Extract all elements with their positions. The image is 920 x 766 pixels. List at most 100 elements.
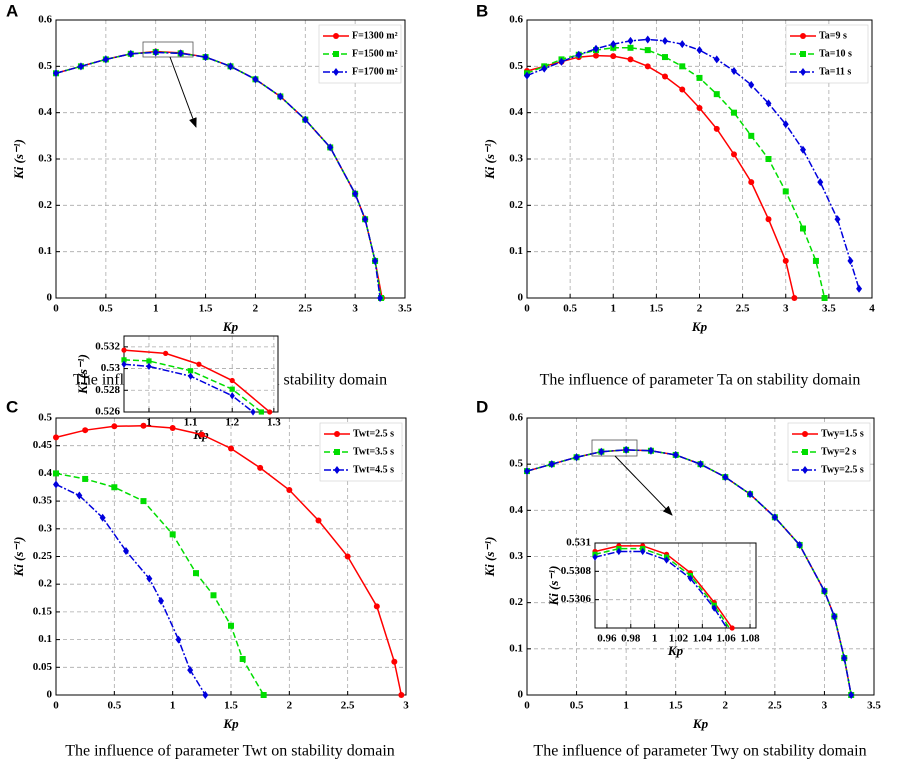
- marker: [334, 431, 340, 437]
- marker: [239, 655, 246, 662]
- marker: [228, 445, 234, 452]
- y-tick-label: 0.25: [33, 550, 53, 562]
- x-tick-label: 1: [611, 303, 617, 315]
- legend-label: Twy=1.5 s: [821, 428, 864, 439]
- marker: [644, 47, 651, 54]
- y-tick-label: 0.5306: [561, 593, 592, 605]
- y-tick-label: 0.4: [509, 106, 523, 118]
- y-tick-label: 0.2: [509, 596, 523, 608]
- marker: [548, 460, 555, 469]
- marker: [398, 692, 405, 698]
- marker: [713, 91, 720, 98]
- marker: [102, 55, 109, 64]
- zoom-arrow: [169, 56, 197, 128]
- plot-frame: [526, 19, 873, 299]
- x-tick-label: 1.5: [224, 700, 238, 712]
- marker: [258, 409, 264, 415]
- series-line: [55, 51, 381, 299]
- marker: [210, 592, 217, 599]
- marker: [765, 216, 772, 223]
- x-axis-label: Kp: [222, 319, 239, 334]
- y-tick-label: 0.5: [38, 60, 52, 72]
- series-line: [526, 54, 796, 299]
- marker: [575, 50, 582, 59]
- series-line: [55, 425, 403, 696]
- marker: [229, 377, 235, 384]
- y-axis-label: Ki (s⁻¹): [482, 139, 497, 180]
- marker: [202, 53, 209, 62]
- x-tick-label: 0.5: [570, 700, 584, 712]
- marker: [121, 360, 127, 368]
- marker: [782, 257, 789, 264]
- marker: [169, 424, 176, 431]
- marker: [593, 44, 599, 53]
- y-tick-label: 0: [47, 689, 53, 701]
- marker: [812, 257, 819, 264]
- y-tick-label: 0.6: [509, 412, 523, 424]
- marker: [644, 35, 651, 44]
- x-tick-label: 3: [822, 700, 828, 712]
- y-tick-label: 0.2: [38, 199, 52, 211]
- plot-frame: [55, 19, 406, 299]
- marker: [377, 294, 384, 302]
- x-tick-label: 1: [170, 700, 176, 712]
- marker: [286, 487, 293, 494]
- panel-letter: A: [6, 1, 18, 20]
- marker: [228, 622, 234, 629]
- x-tick-label: 2: [697, 303, 703, 315]
- x-tick-label: 0: [53, 303, 59, 315]
- marker: [627, 36, 634, 45]
- x-tick-label: 2.5: [341, 700, 355, 712]
- marker: [640, 547, 646, 556]
- series-line: [55, 50, 383, 299]
- x-tick-label: 0: [53, 700, 59, 712]
- marker: [831, 612, 838, 621]
- marker: [834, 215, 841, 224]
- marker: [713, 55, 720, 64]
- marker: [53, 470, 59, 477]
- marker: [158, 596, 164, 605]
- y-tick-label: 0.5: [38, 412, 52, 424]
- marker: [152, 48, 159, 57]
- x-tick-label: 0: [524, 700, 530, 712]
- y-tick-label: 0.528: [95, 384, 120, 396]
- marker: [250, 408, 256, 416]
- y-tick-label: 0.1: [509, 245, 523, 257]
- marker: [77, 62, 84, 71]
- y-tick-label: 0.532: [95, 340, 120, 352]
- y-tick-label: 0.3: [509, 550, 523, 562]
- inset-background: [595, 543, 756, 628]
- series-line: [595, 545, 734, 628]
- marker: [315, 517, 322, 524]
- y-tick-label: 0.45: [33, 439, 53, 451]
- y-tick-label: 0.05: [33, 661, 53, 673]
- marker: [800, 33, 806, 39]
- marker: [731, 109, 737, 116]
- marker: [593, 52, 599, 59]
- marker: [163, 350, 169, 356]
- y-tick-label: 0.3: [509, 153, 523, 165]
- legend-label: F=1500 m²: [352, 48, 398, 59]
- x-tick-label: 1: [652, 633, 658, 645]
- caption: The influence of parameter Ta on stabili…: [540, 372, 861, 389]
- x-tick-label: 2.5: [736, 303, 750, 315]
- x-tick-label: 3: [403, 700, 409, 712]
- marker: [662, 36, 668, 45]
- x-tick-label: 0.5: [107, 700, 121, 712]
- marker: [127, 49, 134, 58]
- marker: [663, 556, 670, 564]
- marker: [627, 44, 634, 51]
- series-line: [55, 51, 382, 299]
- x-tick-label: 1.1: [184, 417, 198, 429]
- inset-background: [124, 336, 278, 412]
- marker: [856, 284, 863, 293]
- marker: [175, 635, 182, 644]
- x-tick-label: 1.5: [669, 700, 683, 712]
- x-tick-label: 0.98: [621, 633, 641, 645]
- marker: [610, 40, 617, 49]
- marker: [800, 225, 806, 232]
- marker: [202, 691, 209, 699]
- y-tick-label: 0.35: [33, 495, 53, 507]
- marker: [257, 464, 264, 471]
- marker: [696, 74, 703, 81]
